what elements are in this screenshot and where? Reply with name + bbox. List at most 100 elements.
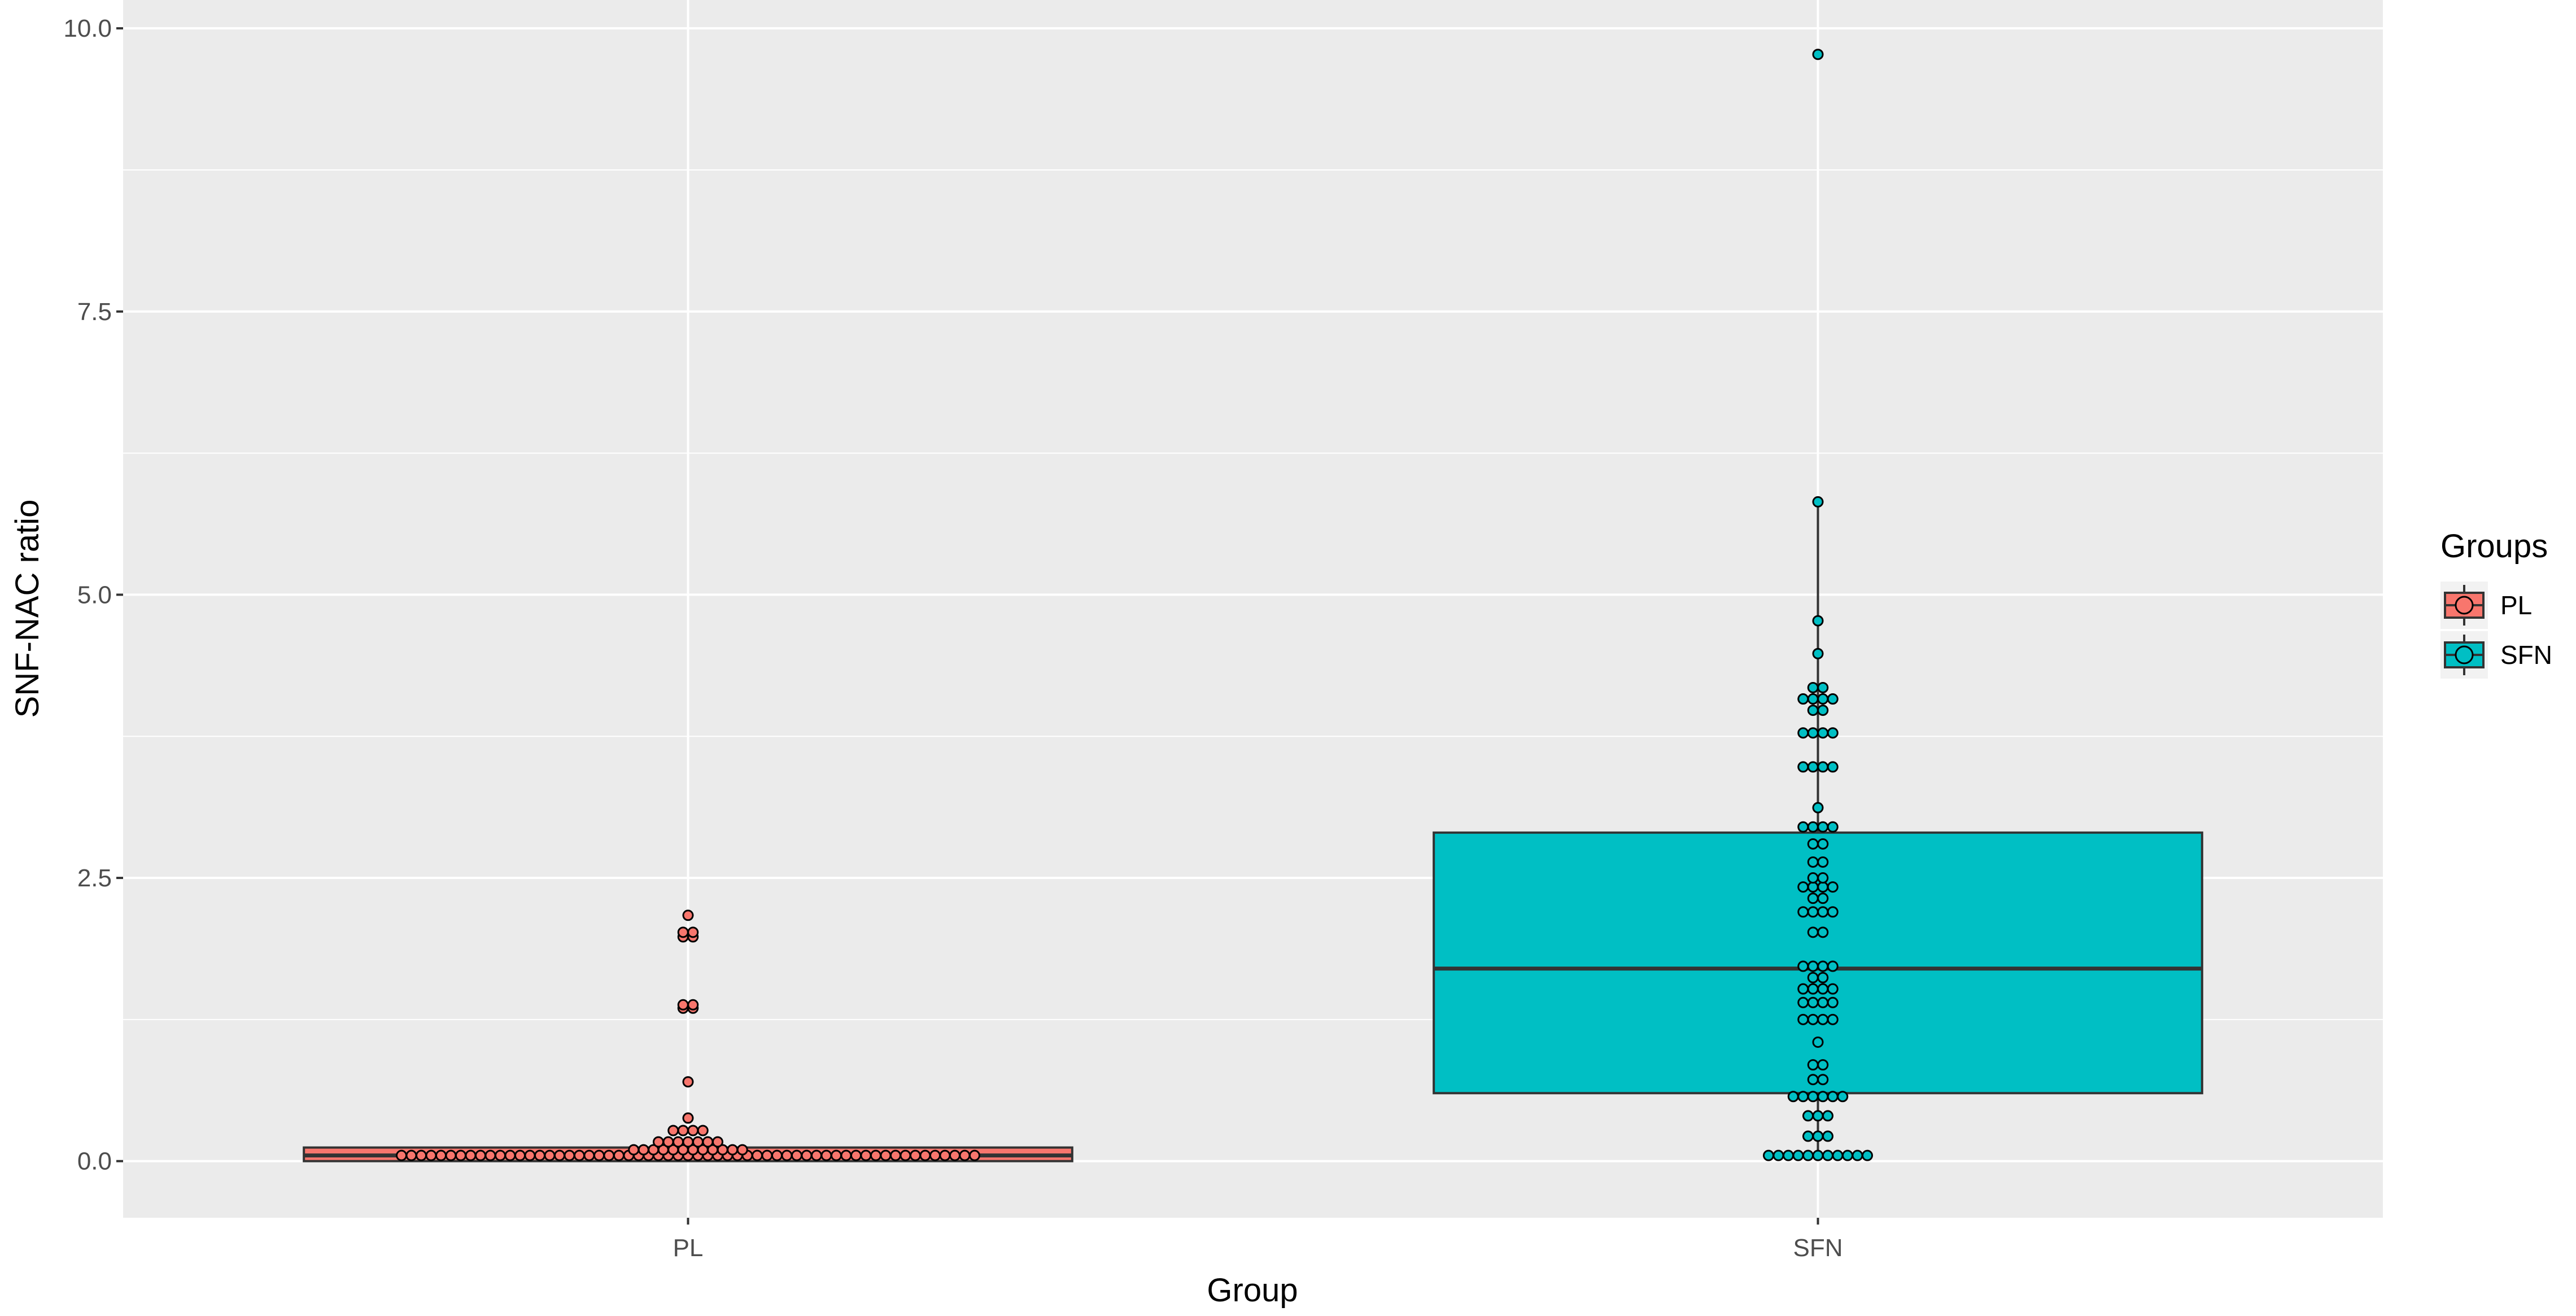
data-point [1827,727,1839,739]
legend-label: PL [2500,591,2532,620]
legend-key-pl [2440,582,2488,629]
data-point [1832,1149,1844,1161]
data-point [687,1125,699,1136]
data-point [682,1112,694,1124]
data-point [1797,761,1809,773]
data-point [1807,821,1819,833]
data-point [1797,1091,1809,1103]
data-point [574,1149,585,1161]
data-point [1817,761,1829,773]
data-point [1807,1059,1819,1071]
legend-key-sfn [2440,631,2488,679]
data-point [1797,821,1809,833]
data-point [900,1149,911,1161]
data-point [1792,1149,1804,1161]
data-point [702,1136,714,1148]
data-point [1812,648,1824,659]
data-point [628,1144,640,1156]
data-point [801,1149,813,1161]
data-point [1797,906,1809,918]
x-tick-label: PL [673,1234,704,1262]
data-point [1807,960,1819,972]
data-point [1807,983,1819,995]
data-point [1827,960,1839,972]
dot-points [396,49,1873,1161]
data-point [593,1149,605,1161]
data-point [860,1149,872,1161]
data-point [712,1136,723,1148]
data-point [1812,496,1824,508]
data-point [1817,838,1829,850]
data-point [603,1149,615,1161]
data-point [1797,727,1809,739]
data-point [1817,821,1829,833]
data-point [1807,996,1819,1008]
x-axis: PL SFN [673,1218,1843,1262]
data-point [613,1149,625,1161]
data-point [677,1125,689,1136]
data-point [969,1149,980,1161]
data-point [1797,1013,1809,1025]
data-point [1802,1130,1814,1142]
data-point [1862,1149,1873,1161]
data-point [1797,983,1809,995]
data-point [870,1149,881,1161]
data-point [1817,681,1829,693]
data-point [1812,49,1824,60]
data-point [1807,881,1819,893]
data-point [692,1136,704,1148]
data-point [1807,1091,1819,1103]
legend-title: Groups [2440,528,2548,565]
data-point [1807,893,1819,904]
data-point [673,1136,684,1148]
data-point [544,1149,556,1161]
dots-pl [396,910,980,1161]
data-point [781,1149,793,1161]
box [1433,831,2203,1095]
data-point [425,1149,437,1161]
y-tick-label: 10.0 [63,15,112,42]
data-point [880,1149,892,1161]
data-point [524,1149,536,1161]
data-point [1817,881,1829,893]
legend: Groups PL SFN [2440,528,2552,679]
data-point [1807,926,1819,938]
data-point [1812,615,1824,627]
data-point [1837,1091,1849,1103]
data-point [564,1149,575,1161]
data-point [396,1149,407,1161]
data-point [1817,705,1829,716]
data-point [677,999,689,1011]
data-point [1797,693,1809,705]
data-point [687,999,699,1011]
data-point [1822,1110,1833,1122]
data-point [1802,1149,1814,1161]
data-point [1797,996,1809,1008]
data-point [1827,821,1839,833]
data-point [534,1149,545,1161]
legend-key-dot [2455,645,2474,664]
data-point [1787,1091,1799,1103]
data-point [1807,681,1819,693]
data-point [929,1149,941,1161]
data-point [919,1149,931,1161]
data-point [890,1149,901,1161]
y-tick-label: 7.5 [77,298,112,326]
data-point [1797,881,1809,893]
data-point [840,1149,852,1161]
data-point [1812,1130,1824,1142]
data-point [638,1144,649,1156]
data-point [455,1149,466,1161]
data-point [1817,983,1829,995]
x-tick-label: SFN [1793,1234,1843,1262]
data-point [1817,926,1829,938]
data-point [1817,893,1829,904]
data-point [697,1125,709,1136]
data-point [687,926,699,938]
data-point [1817,856,1829,868]
data-point [1817,1059,1829,1071]
data-point [1817,872,1829,884]
data-point [1827,881,1839,893]
data-point [1827,1091,1839,1103]
data-point [504,1149,516,1161]
